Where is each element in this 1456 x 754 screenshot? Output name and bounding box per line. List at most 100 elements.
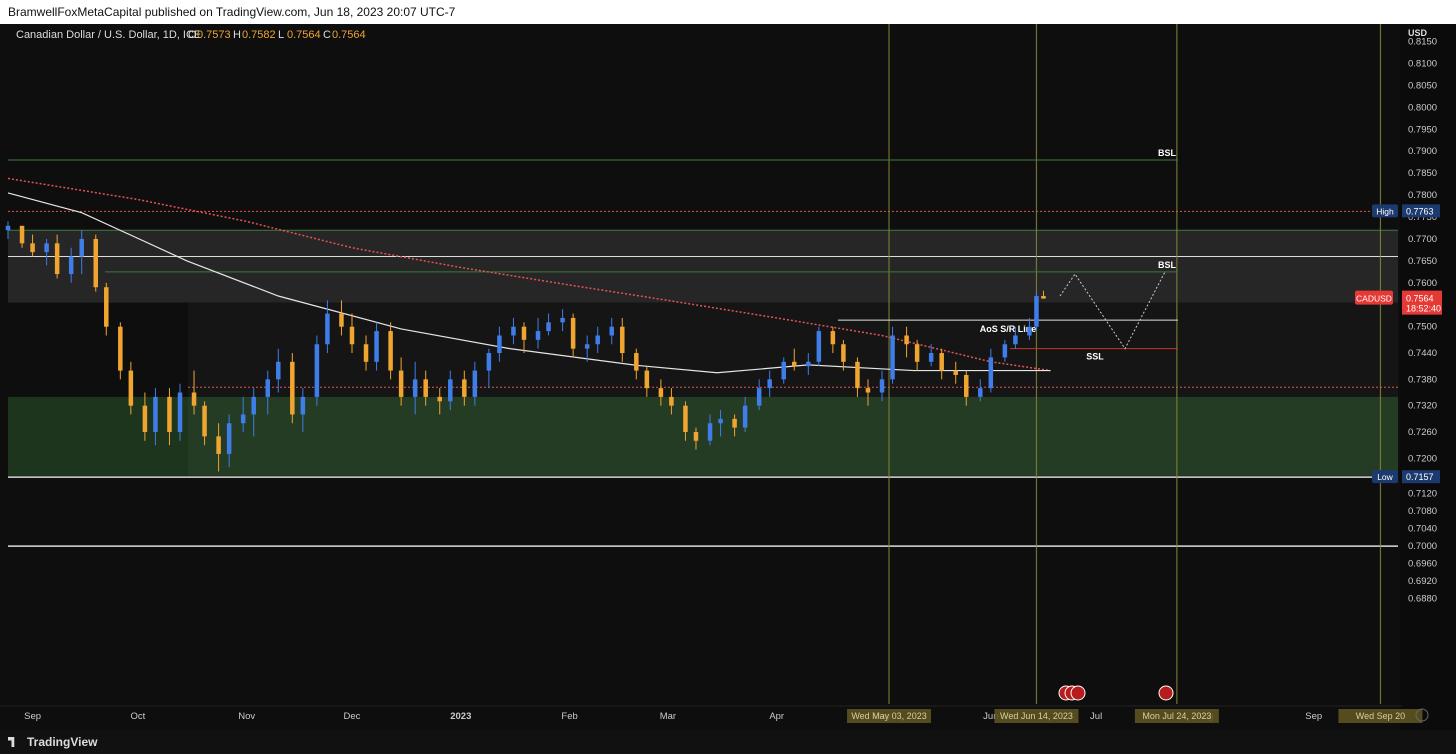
candle-body: [1002, 344, 1008, 358]
candle-body: [792, 361, 797, 367]
candle-body: [890, 335, 895, 380]
currency-label: USD: [1408, 28, 1428, 38]
candle-body: [93, 238, 99, 288]
candle-body: [658, 388, 664, 397]
x-tick-label: Sep: [24, 711, 41, 722]
price-badge-label-bg: [1372, 204, 1398, 218]
chart-area[interactable]: BSL BSL AoS S/R Line SSL Canadian Dollar / U…: [0, 24, 1456, 730]
us-event-flag-icon: [1158, 685, 1174, 701]
price-badge-value: 0.7157: [1406, 472, 1434, 482]
ohlc-label: O: [188, 29, 197, 41]
candle-body: [953, 370, 958, 375]
y-tick-label: 0.7850: [1408, 168, 1437, 179]
candle-body: [879, 379, 885, 393]
candle-body: [756, 388, 762, 406]
y-tick-label: 0.7900: [1408, 146, 1437, 157]
projected-path: [1059, 271, 1166, 350]
candle-body: [914, 344, 920, 362]
candle-body: [486, 353, 492, 371]
ohlc-label: L: [278, 29, 284, 41]
y-tick-label: 0.8100: [1408, 58, 1437, 69]
candle-body: [437, 396, 442, 402]
candle-body: [511, 326, 516, 336]
x-tick-label: Oct: [130, 711, 145, 722]
candle-body: [707, 423, 713, 441]
price-badge-label: High: [1376, 206, 1394, 216]
candle-body: [830, 331, 836, 345]
candle-body: [423, 379, 428, 397]
candle-body: [472, 370, 478, 397]
price-axis-bg: [1400, 24, 1456, 730]
y-tick-label: 0.7800: [1408, 190, 1437, 201]
x-tick-label: Nov: [238, 711, 255, 722]
ohlc-value: 0.7564: [287, 29, 321, 41]
y-tick-label: 0.7320: [1408, 401, 1437, 412]
y-tick-label: 0.7650: [1408, 256, 1437, 267]
symbol-title: Canadian Dollar / U.S. Dollar, 1D, ICE: [16, 29, 201, 41]
candle-body: [462, 379, 467, 397]
price-badge-bg: [1402, 290, 1442, 315]
price-chart[interactable]: BSL BSL AoS S/R Line SSL Canadian Dollar / U…: [0, 24, 1456, 730]
candle-body: [683, 405, 688, 432]
candle-body: [841, 344, 846, 362]
x-tick-label: Feb: [561, 711, 577, 722]
candle-body: [177, 392, 183, 432]
candle-body: [216, 436, 221, 454]
y-tick-label: 0.7080: [1408, 506, 1437, 517]
candle-body: [44, 243, 49, 253]
date-badge-label: Mon Jul 24, 2023: [1142, 711, 1211, 721]
y-tick-label: 0.7700: [1408, 234, 1437, 245]
ohlc-label: H: [233, 29, 241, 41]
candle-body: [1034, 296, 1039, 327]
date-badge-bg: [847, 709, 932, 723]
candle-body: [620, 326, 625, 354]
candle-body: [535, 331, 541, 340]
demand-zone: [8, 396, 1398, 476]
candle-body: [363, 344, 369, 362]
candle-body: [251, 396, 256, 415]
ohlc-label: C: [323, 29, 331, 41]
y-tick-label: 0.7600: [1408, 278, 1437, 289]
price-badge-label: Low: [1377, 472, 1393, 482]
x-tick-label: Sep: [1305, 711, 1322, 722]
candle-body: [865, 388, 871, 393]
candle-body: [349, 326, 355, 345]
candle-body: [79, 238, 84, 257]
x-tick-label: Jul: [1090, 711, 1102, 722]
candle-body: [609, 326, 614, 336]
symbol-badge-bg: [1355, 290, 1393, 305]
candle-body: [398, 370, 404, 397]
candle-body: [290, 361, 295, 415]
candle-body: [5, 225, 11, 231]
candle-body: [191, 392, 197, 406]
y-tick-label: 0.7500: [1408, 322, 1437, 333]
candle-body: [448, 379, 453, 402]
candle-body: [904, 335, 909, 345]
y-tick-label: 0.6960: [1408, 559, 1437, 570]
candle-body: [142, 405, 148, 432]
candle-body: [781, 361, 786, 380]
candle-body: [570, 317, 576, 349]
candle-body: [118, 326, 123, 371]
tradingview-logo[interactable]: TradingView: [8, 735, 97, 749]
candle-body: [1013, 335, 1018, 345]
date-badge-bg: [1338, 709, 1423, 723]
supply-zone: [8, 230, 1398, 303]
price-badge-timer: 18:52:40: [1406, 304, 1441, 314]
tradingview-brand: TradingView: [27, 735, 98, 749]
candle-body: [978, 388, 983, 397]
y-tick-label: 0.6920: [1408, 576, 1437, 587]
tradingview-footer: TradingView: [0, 730, 1456, 754]
candle-body: [314, 344, 320, 397]
candle-body: [644, 370, 650, 389]
annotation-label: BSL: [1158, 260, 1177, 270]
candle-body: [300, 396, 306, 415]
us-event-flag-icon: [1070, 685, 1086, 701]
ohlc-value: 0.7573: [197, 29, 231, 41]
date-badge-bg: [1134, 709, 1219, 723]
date-badge-label: Wed Jun 14, 2023: [1000, 711, 1073, 721]
candle-body: [521, 326, 527, 340]
candle-body: [767, 379, 772, 389]
candle-body: [497, 335, 502, 354]
publisher-bar: BramwellFoxMetaCapital published on Trad…: [0, 0, 1456, 24]
